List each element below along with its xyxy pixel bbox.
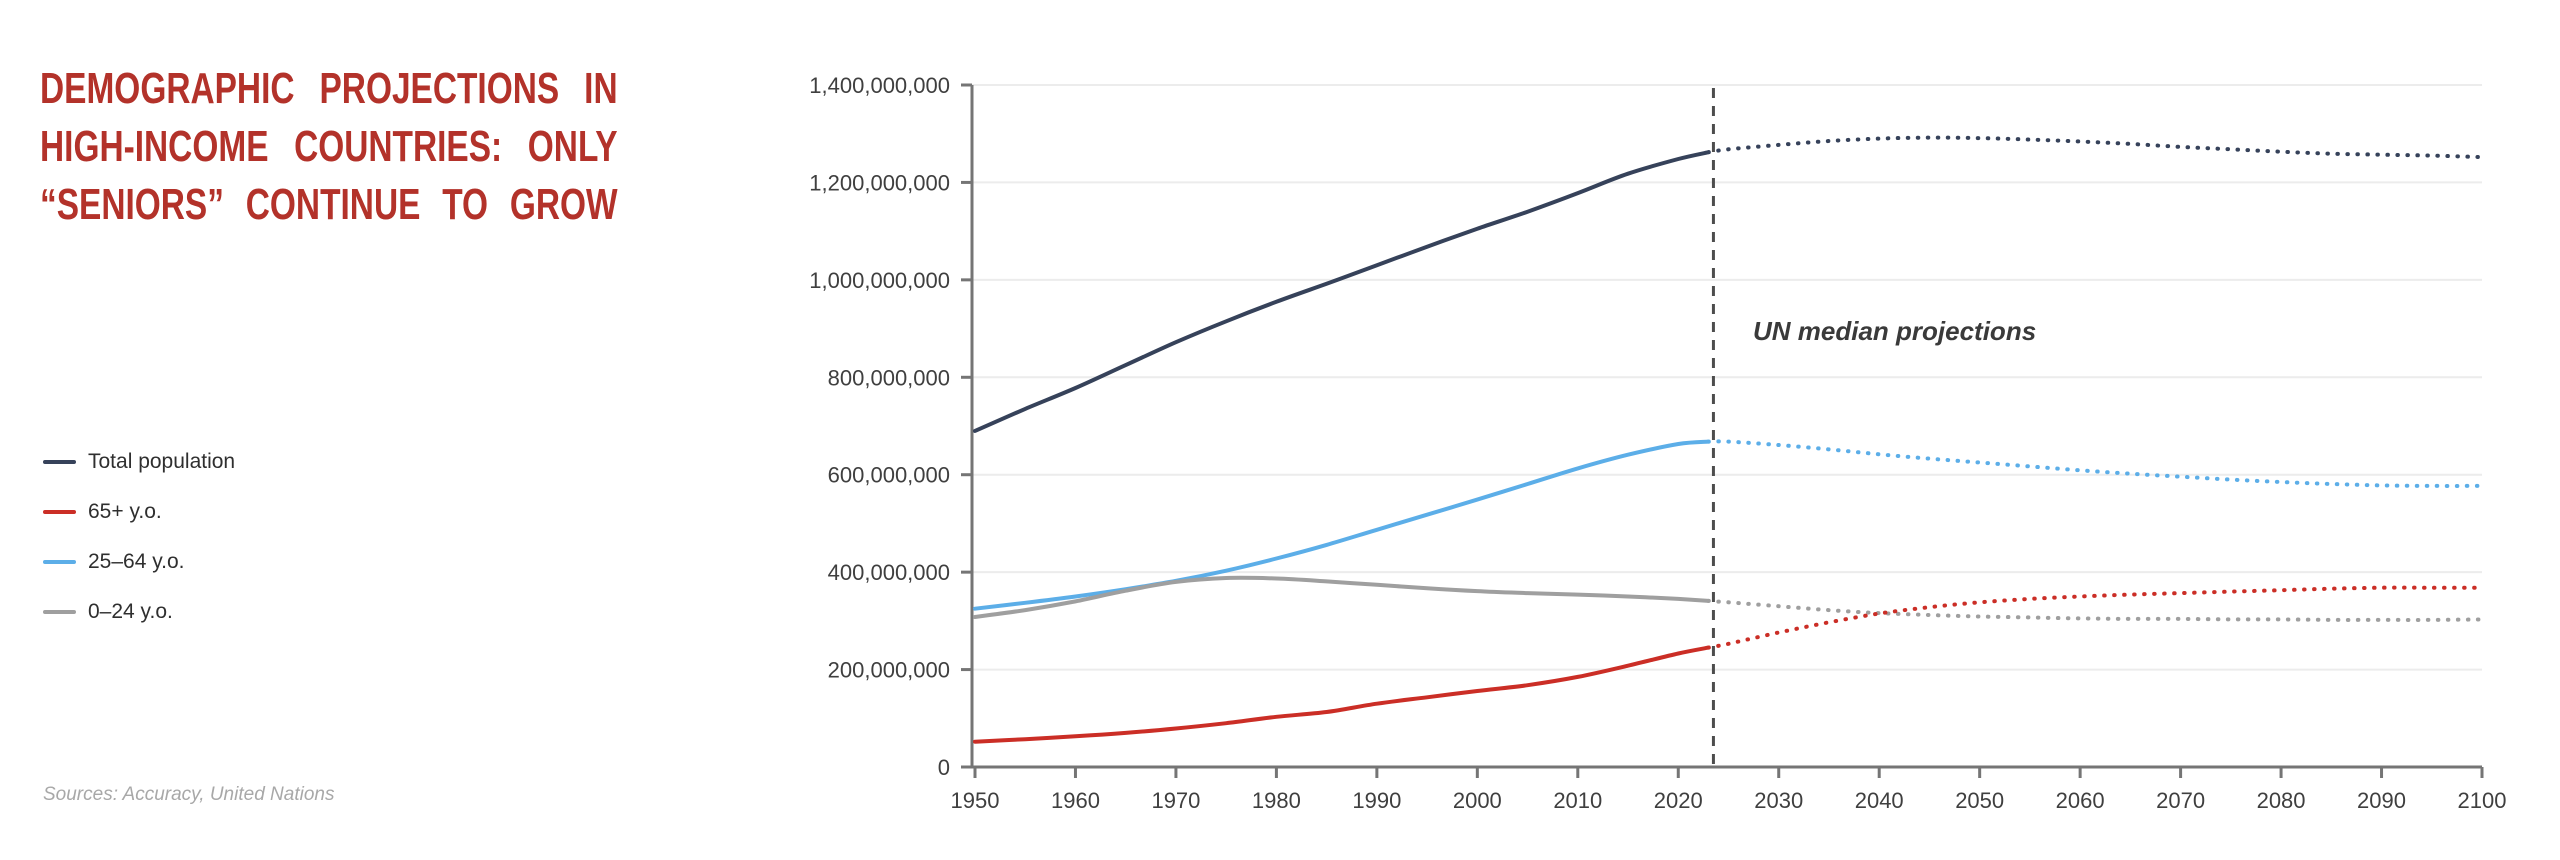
legend-swatch-icon — [43, 510, 76, 514]
y-tick-label: 800,000,000 — [828, 365, 950, 390]
series-line-65-y-o — [973, 645, 1711, 744]
series-projection-65-y-o — [1706, 585, 2484, 650]
legend-label: 25–64 y.o. — [88, 550, 185, 573]
series-projection-0-24-y-o — [1706, 598, 2484, 622]
y-tick-label: 400,000,000 — [828, 560, 950, 585]
legend-swatch-icon — [43, 460, 76, 464]
x-tick-label: 1970 — [1151, 788, 1200, 813]
page-title-line-3: “SENIORS” CONTINUE TO GROW — [40, 180, 618, 229]
x-tick-label: 1980 — [1252, 788, 1301, 813]
x-tick-label: 2020 — [1654, 788, 1703, 813]
legend-item-65-y-o: 65+ y.o. — [43, 500, 235, 524]
x-tick-label: 2040 — [1855, 788, 1904, 813]
x-tick-label: 2050 — [1955, 788, 2004, 813]
legend-item-0-24-y-o: 0–24 y.o. — [43, 600, 235, 624]
annotation-un-median-projections: UN median projections — [1753, 316, 2036, 346]
page-title-line-2: HIGH-INCOME COUNTRIES: ONLY — [40, 122, 618, 171]
x-tick-label: 1960 — [1051, 788, 1100, 813]
y-tick-label: 1,200,000,000 — [809, 170, 950, 195]
x-tick-label: 1950 — [951, 788, 1000, 813]
x-tick-label: 2090 — [2357, 788, 2406, 813]
series-line-total-population — [973, 150, 1711, 433]
legend-swatch-icon — [43, 610, 76, 614]
legend-item-25-64-y-o: 25–64 y.o. — [43, 550, 235, 574]
x-tick-label: 2080 — [2257, 788, 2306, 813]
y-tick-label: 1,400,000,000 — [809, 73, 950, 98]
page-title-line-1: DEMOGRAPHIC PROJECTIONS IN — [40, 64, 618, 113]
x-tick-label: 2030 — [1754, 788, 1803, 813]
y-tick-label: 600,000,000 — [828, 463, 950, 488]
legend-label: Total population — [88, 450, 236, 473]
y-tick-label: 200,000,000 — [828, 658, 950, 683]
y-tick-label: 1,000,000,000 — [809, 268, 950, 293]
x-tick-label: 2070 — [2156, 788, 2205, 813]
legend-label: 0–24 y.o. — [88, 600, 173, 623]
x-tick-label: 2060 — [2056, 788, 2105, 813]
series-line-0-24-y-o — [973, 575, 1711, 619]
legend-item-total-population: Total population — [43, 450, 235, 474]
source-note: Sources: Accuracy, United Nations — [43, 784, 335, 805]
x-tick-label: 2010 — [1553, 788, 1602, 813]
series-projection-25-64-y-o — [1706, 439, 2484, 488]
x-tick-label: 2000 — [1453, 788, 1502, 813]
y-tick-label: 0 — [938, 755, 950, 780]
series-projection-total-population — [1706, 135, 2484, 160]
legend: Total population 65+ y.o. 25–64 y.o. 0–24 y… — [43, 450, 235, 624]
legend-swatch-icon — [43, 560, 76, 564]
x-tick-label: 2100 — [2458, 788, 2507, 813]
page-title: DEMOGRAPHIC PROJECTIONS IN HIGH-INCOME C… — [40, 60, 618, 234]
x-tick-label: 1990 — [1352, 788, 1401, 813]
series-line-25-64-y-o — [973, 439, 1711, 611]
legend-label: 65+ y.o. — [88, 500, 162, 523]
